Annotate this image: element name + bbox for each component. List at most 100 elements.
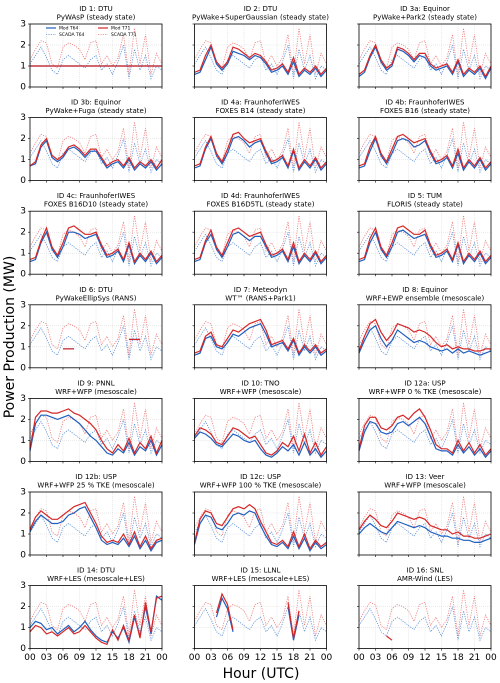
plot-frame bbox=[358, 117, 492, 181]
panel-subtitle: PyWakeEllipSys (RANS) bbox=[56, 294, 137, 302]
panel-subtitle: FLORIS (steady state) bbox=[387, 201, 463, 209]
y-tick-label: 3 bbox=[20, 207, 26, 217]
plot-frame bbox=[358, 585, 492, 649]
plot-frame bbox=[194, 585, 327, 649]
x-tick-label: 00 bbox=[321, 653, 333, 663]
panel-subtitle: WRF+WFP 100 % TKE (mesoscale) bbox=[200, 482, 322, 490]
model-line bbox=[358, 45, 492, 80]
panel-title: ID 3a: Equinor bbox=[400, 5, 450, 13]
x-tick-label: 09 bbox=[74, 653, 86, 663]
model-line bbox=[29, 595, 163, 645]
y-tick-label: 0 bbox=[20, 83, 26, 93]
x-tick-label: 00 bbox=[24, 653, 36, 663]
model-line bbox=[358, 225, 492, 264]
y-tick-label: 3 bbox=[20, 488, 26, 498]
panel-title: ID 16: SNL bbox=[407, 567, 444, 575]
model-line bbox=[194, 318, 327, 355]
model-line bbox=[358, 136, 492, 172]
model-line bbox=[215, 592, 234, 630]
panel-subtitle: WRF+LES (mesoscale+LES) bbox=[212, 575, 310, 583]
panel-title: ID 8: Equinor bbox=[402, 286, 448, 294]
observed-line bbox=[194, 232, 327, 268]
x-tick-label: 00 bbox=[353, 653, 365, 663]
panel-subtitle: WT™ (RANS+Park1) bbox=[225, 294, 296, 302]
x-tick-label: 21 bbox=[304, 653, 315, 663]
panel-subtitle: FOXES B14 (steady state) bbox=[216, 107, 306, 115]
observed-line bbox=[358, 232, 492, 268]
x-tick-label: 15 bbox=[271, 653, 282, 663]
legend-label: SCADA T64 bbox=[59, 32, 85, 38]
model-line bbox=[29, 230, 163, 266]
y-tick-label: 1 bbox=[20, 249, 26, 259]
observed-line bbox=[358, 606, 492, 642]
model-line bbox=[29, 595, 163, 646]
y-tick-label: 3 bbox=[20, 581, 26, 591]
x-tick-label: 12 bbox=[419, 653, 430, 663]
panel-title: ID 12b: USP bbox=[75, 473, 116, 481]
model-line bbox=[194, 231, 327, 266]
x-tick-label: 06 bbox=[222, 653, 234, 663]
observed-line bbox=[194, 28, 327, 75]
model-line bbox=[194, 43, 327, 76]
model-line bbox=[29, 501, 163, 550]
panel-subtitle: WRF+WFP 0 % TKE (mesoscale) bbox=[369, 388, 482, 396]
y-tick-label: 0 bbox=[20, 176, 26, 186]
panel-title: ID 6: DTU bbox=[79, 286, 113, 294]
model-line bbox=[358, 318, 491, 352]
plot-frame bbox=[29, 585, 163, 649]
model-line bbox=[194, 431, 327, 459]
plot-frame bbox=[358, 304, 492, 369]
panel-title: ID 2: DTU bbox=[244, 5, 278, 13]
model-line bbox=[194, 322, 327, 357]
model-line bbox=[194, 227, 327, 264]
panel-title: ID 4c: FraunhoferIWES bbox=[57, 192, 136, 200]
observed-line bbox=[194, 138, 327, 174]
panel-subtitle: FOXES B16D5TL (steady state) bbox=[207, 201, 315, 209]
plot-frame bbox=[29, 117, 163, 181]
observed-line bbox=[29, 402, 163, 449]
y-tick-label: 0 bbox=[20, 644, 26, 654]
panel-title: ID 9: PNNL bbox=[77, 379, 114, 387]
y-tick-label: 2 bbox=[20, 134, 26, 144]
legend-label: SCADA T71 bbox=[111, 32, 137, 38]
panel-title: ID 7: Meteodyn bbox=[234, 286, 287, 294]
y-tick-label: 2 bbox=[20, 41, 26, 51]
plot-frame bbox=[194, 117, 327, 181]
x-tick-label: 18 bbox=[123, 653, 135, 663]
model-line bbox=[193, 427, 328, 457]
panel-subtitle: PyWake+Park2 (steady state) bbox=[373, 14, 477, 22]
y-tick-label: 3 bbox=[20, 394, 26, 404]
panel-subtitle: WRF+WFP (mesoscale) bbox=[384, 482, 466, 490]
y-tick-label: 2 bbox=[20, 509, 26, 519]
plot-frame bbox=[29, 23, 163, 88]
panel-subtitle: AMR-Wind (LES) bbox=[397, 575, 453, 583]
model-line bbox=[29, 225, 163, 264]
plot-frame bbox=[194, 397, 327, 462]
plot-frame bbox=[29, 397, 163, 462]
panel-title: ID 14: DTU bbox=[77, 567, 115, 575]
x-tick-label: 12 bbox=[255, 653, 266, 663]
panel-title: ID 5: TUM bbox=[408, 192, 442, 200]
x-tick-label: 09 bbox=[403, 653, 415, 663]
plot-frame bbox=[29, 210, 163, 275]
model-line bbox=[193, 503, 327, 551]
model-line bbox=[358, 416, 492, 459]
legend-label: Mod T71 bbox=[111, 26, 131, 32]
y-tick-label: 3 bbox=[20, 20, 26, 30]
x-tick-label: 06 bbox=[57, 653, 69, 663]
plot-frame bbox=[194, 23, 327, 88]
panel-title: ID 13: Veer bbox=[406, 473, 445, 481]
panel-subtitle: WRF+WFP (mesoscale) bbox=[220, 388, 302, 396]
y-tick-label: 1 bbox=[20, 62, 26, 72]
observed-line bbox=[194, 512, 327, 548]
panel-title: ID 12c: USP bbox=[240, 473, 281, 481]
panel-title: ID 4a: FraunhoferIWES bbox=[221, 99, 300, 107]
x-tick-label: 03 bbox=[205, 653, 216, 663]
model-line bbox=[358, 408, 492, 457]
plot-frame bbox=[194, 210, 327, 275]
x-tick-label: 18 bbox=[288, 653, 300, 663]
panel-subtitle: WRF+LES (mesoscale+LES) bbox=[47, 575, 145, 583]
observed-line bbox=[29, 496, 163, 543]
panel-title: ID 12a: USP bbox=[404, 379, 445, 387]
